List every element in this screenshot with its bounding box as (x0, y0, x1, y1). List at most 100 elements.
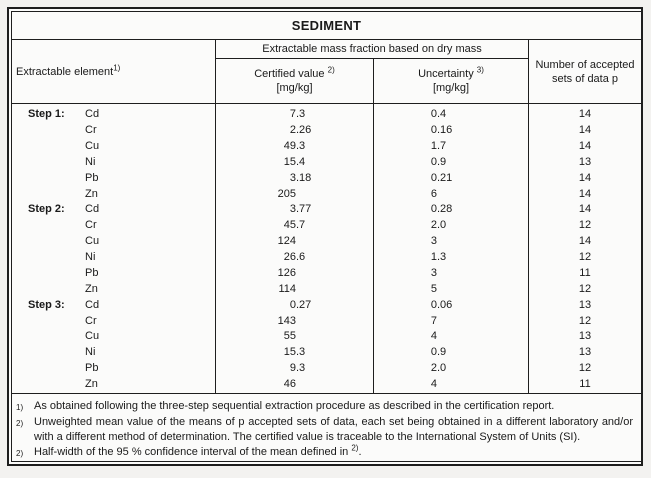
step-label (12, 329, 85, 344)
accepted-sets-cell: 13 (578, 330, 592, 343)
uncertainty-value-cell: 3 (430, 235, 437, 248)
certified-value-cell: 7.3 (289, 108, 306, 120)
uncertainty-value-cell: 0.16 (430, 124, 453, 137)
table-row: Step 1: Cd 7.3 0.4 14 (11, 103, 642, 124)
uncertainty-value-cell: 5 (430, 282, 437, 295)
certified-value-cell: 15.3 (283, 346, 306, 359)
step-label (12, 250, 85, 265)
footnote-ref-icon: 3) (476, 65, 484, 75)
accepted-sets-cell: 11 (579, 378, 591, 391)
element-symbol: Pb (85, 266, 99, 279)
accepted-sets-cell: 12 (578, 362, 592, 375)
uncertainty-value-cell: 0.9 (430, 155, 447, 168)
col-header-uncertainty: Uncertainty 3) [mg/kg] (373, 58, 529, 104)
header-row-group: Extractable element1) Extractable mass f… (11, 39, 642, 104)
step-label: Step 3: (28, 298, 65, 311)
table-row: Zn 114 5 12 (11, 281, 642, 298)
step-label (12, 218, 85, 233)
uncertainty-value-cell: 0.9 (430, 346, 447, 359)
table-row: Ni 15.3 0.9 13 (11, 345, 642, 362)
footnote-ref-icon: 2) (351, 443, 359, 453)
table-body: Step 1: Cd 7.3 0.4 14 Cr 2.26 (11, 103, 642, 394)
footnote: 2) Unweighted mean value of the means of… (14, 415, 633, 445)
uncertainty-value-cell: 2.0 (430, 219, 447, 232)
table-row: Ni 15.4 0.9 13 (11, 154, 642, 171)
uncertainty-value-cell: 1.7 (430, 139, 447, 152)
uncertainty-label-line: Uncertainty 3) (418, 65, 484, 80)
accepted-sets-cell: 13 (578, 346, 592, 359)
uncertainty-value-cell: 1.3 (430, 251, 447, 264)
step-label (12, 345, 85, 360)
footnotes-section: 1) As obtained following the three-step … (11, 393, 642, 462)
element-symbol: Cu (85, 139, 100, 152)
uncertainty-value-cell: 0.28 (430, 203, 453, 216)
header-row-sub: Certified value 2) [mg/kg] Uncertainty 3… (12, 58, 642, 104)
certified-value-cell: 124 (277, 235, 296, 248)
certified-value-cell: 143 (277, 314, 296, 327)
footnote-marker: 2) (16, 449, 24, 458)
accepted-sets-cell: 14 (578, 203, 592, 216)
table-row: Pb 9.3 2.0 12 (11, 361, 642, 378)
element-symbol: Ni (85, 251, 96, 264)
element-symbol: Cr (85, 124, 97, 137)
uncertainty-value-cell: 0.06 (430, 298, 453, 311)
footnote-ref-icon: 1) (113, 62, 121, 72)
footnote: 2) Half-width of the 95 % confidence int… (14, 443, 633, 461)
step-label: Step 1: (28, 108, 65, 120)
table-row: Step 3: Cd 0.27 0.06 13 (11, 297, 642, 314)
certified-value-cell: 26.6 (283, 251, 306, 264)
accepted-sets-cell: 14 (578, 187, 592, 200)
step-label (12, 171, 85, 186)
table-row: Step 2: Cd 3.77 0.28 14 (11, 202, 642, 219)
uncertainty-value-cell: 0.4 (430, 108, 447, 120)
accepted-sets-cell: 14 (578, 124, 592, 137)
step-label (12, 314, 85, 329)
element-symbol: Cu (85, 330, 100, 343)
table-row: Cu 49.3 1.7 14 (11, 138, 642, 155)
element-symbol: Cu (85, 235, 100, 248)
certified-value-cell: 49.3 (283, 139, 306, 152)
table-row: Ni 26.6 1.3 12 (11, 250, 642, 266)
step-label (12, 361, 85, 376)
uncertainty-value-cell: 3 (430, 266, 437, 279)
step-label (12, 139, 85, 154)
uncertainty-value-cell: 4 (430, 330, 437, 343)
certified-value-cell: 55 (283, 330, 296, 343)
certified-value-cell: 9.3 (289, 362, 306, 375)
element-symbol: Pb (85, 171, 99, 184)
step-label (12, 187, 85, 202)
footnote-text: As obtained following the three-step seq… (34, 400, 555, 412)
col-header-certified-value: Certified value 2) [mg/kg] (215, 58, 374, 104)
table-frame: SEDIMENT Extractable element1) Extractab… (7, 7, 643, 466)
footnote-ref-icon: 2) (327, 65, 335, 75)
uncertainty-unit: [mg/kg] (432, 82, 470, 94)
element-symbol: Pb (85, 362, 99, 375)
table-row: Cu 124 3 14 (11, 234, 642, 251)
certified-value-label-line: Certified value 2) (254, 65, 335, 80)
accepted-sets-cell: 12 (578, 219, 592, 232)
step-label (12, 377, 85, 392)
element-symbol: Zn (85, 187, 98, 200)
table-row: Cr 143 7 12 (11, 313, 642, 330)
footnote-text: Half-width of the 95 % confidence interv… (34, 443, 362, 458)
element-symbol: Cr (85, 314, 97, 327)
footnote-text: Unweighted mean value of the means of p … (34, 416, 634, 443)
col-header-extractable-element-label: Extractable element (16, 65, 114, 78)
accepted-sets-cell: 14 (578, 139, 592, 152)
accepted-sets-cell: 12 (578, 251, 592, 264)
table-row: Cu 55 4 13 (11, 329, 642, 346)
uncertainty-value-cell: 7 (430, 314, 437, 327)
certified-value-cell: 15.4 (283, 155, 306, 168)
footnote-marker: 2) (16, 419, 24, 428)
step-label (12, 123, 85, 138)
accepted-sets-cell: 13 (578, 298, 592, 311)
table-title: SEDIMENT (11, 11, 642, 40)
certified-value-cell: 126 (277, 266, 296, 279)
title-row: SEDIMENT (11, 11, 642, 40)
col-header-accepted-sets: Number of accepted sets of data p (528, 39, 642, 104)
accepted-sets-cell: 13 (578, 155, 592, 168)
step-label (12, 234, 85, 249)
accepted-sets-cell: 12 (578, 314, 592, 327)
accepted-sets-cell: 11 (579, 266, 591, 279)
